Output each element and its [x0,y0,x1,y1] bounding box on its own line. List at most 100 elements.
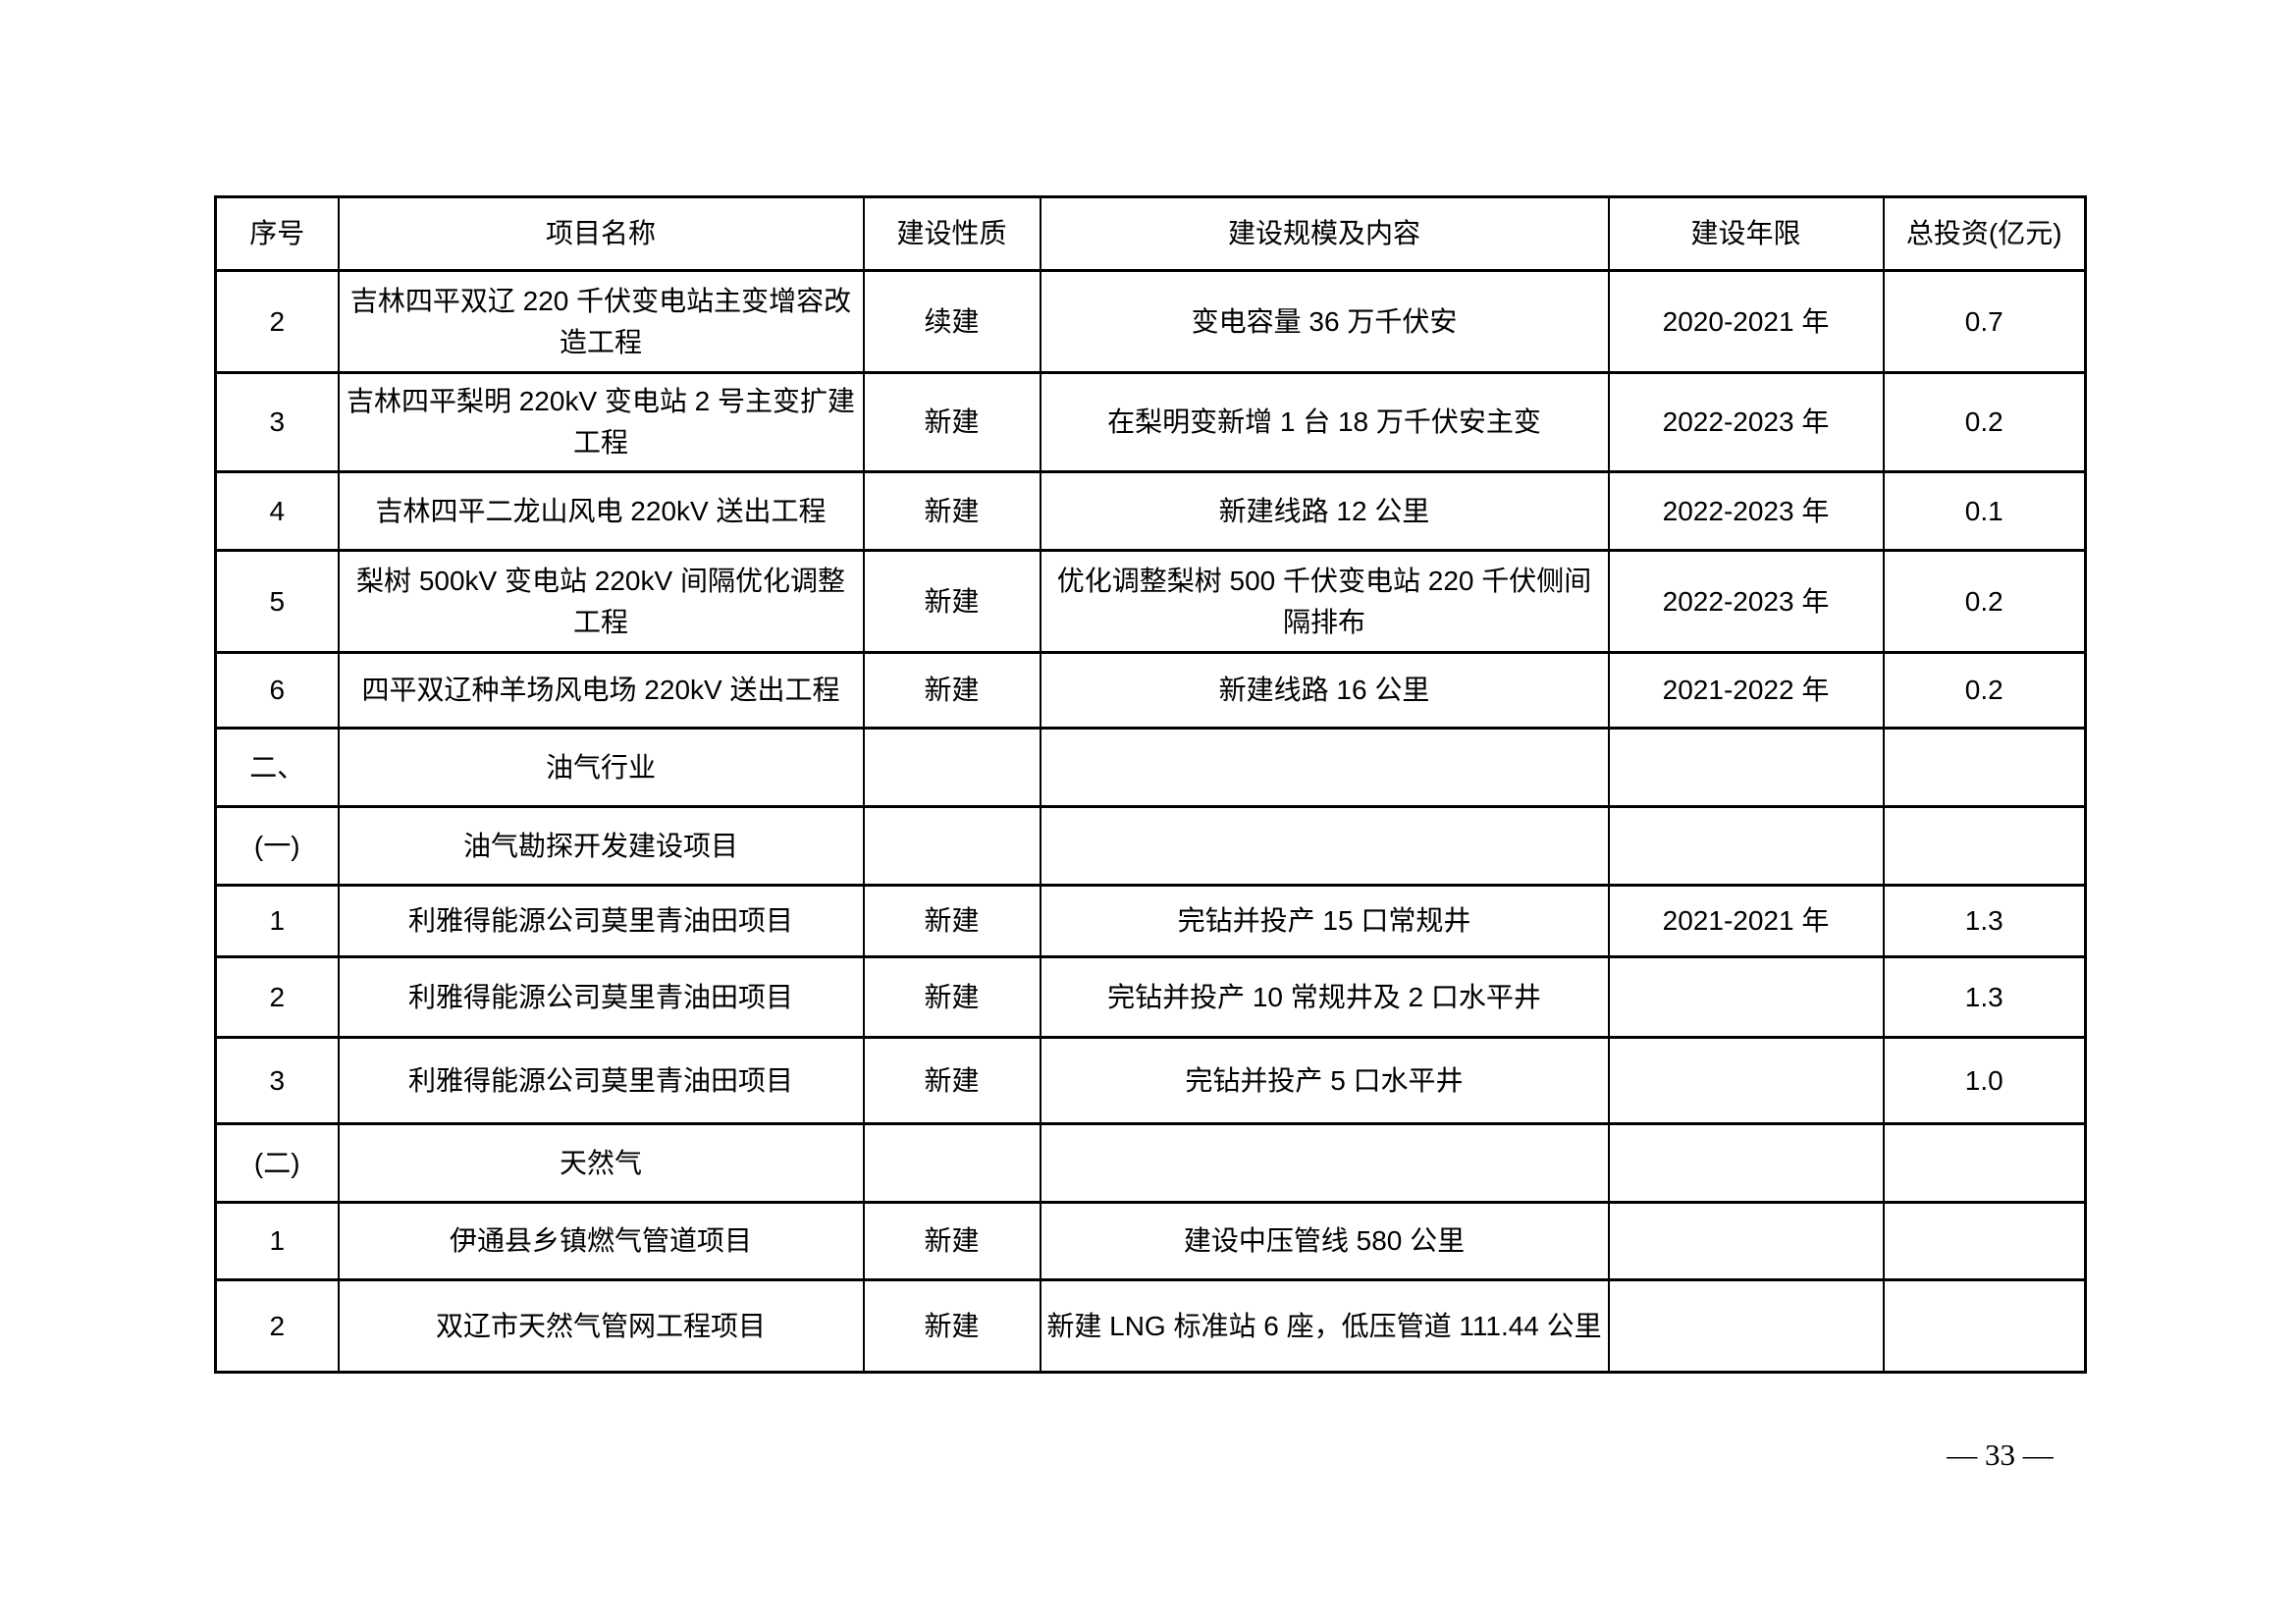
cell-project-name: 伊通县乡镇燃气管道项目 [337,1201,865,1281]
cell-seq: 4 [214,470,340,552]
table-row: 4 吉林四平二龙山风电 220kV 送出工程 新建 新建线路 12 公里 202… [214,470,2087,552]
cell-project-name: 利雅得能源公司莫里青油田项目 [337,955,865,1039]
table-header-row: 序号 项目名称 建设性质 建设规模及内容 建设年限 总投资(亿元) [214,195,2087,272]
cell-project-name: 四平双辽种羊场风电场 220kV 送出工程 [337,651,865,730]
cell-investment: 0.2 [1882,371,2087,473]
cell-scale-content: 新建线路 12 公里 [1039,470,1610,552]
cell-scale-content: 新建线路 16 公里 [1039,651,1610,730]
cell-investment: 1.3 [1882,884,2087,958]
cell-scale-content: 在梨明变新增 1 台 18 万千伏安主变 [1039,371,1610,473]
cell-project-name: 利雅得能源公司莫里青油田项目 [337,884,865,958]
cell-build-years [1607,1278,1885,1374]
cell-project-name: 梨树 500kV 变电站 220kV 间隔优化调整工程 [337,549,865,654]
cell-build-years: 2022-2023 年 [1607,549,1885,654]
cell-project-name: 吉林四平梨明 220kV 变电站 2 号主变扩建工程 [337,371,865,473]
cell-build-nature [862,1122,1041,1204]
cell-build-nature: 新建 [862,1036,1041,1125]
cell-build-nature: 新建 [862,371,1041,473]
cell-build-years [1607,955,1885,1039]
cell-investment [1882,1122,2087,1204]
cell-project-name: 双辽市天然气管网工程项目 [337,1278,865,1374]
cell-seq: 3 [214,1036,340,1125]
cell-build-years: 2020-2021 年 [1607,269,1885,374]
cell-build-nature: 新建 [862,549,1041,654]
table-row: 1 利雅得能源公司莫里青油田项目 新建 完钻并投产 15 口常规井 2021-2… [214,884,2087,958]
header-build-nature: 建设性质 [862,195,1041,272]
cell-scale-content: 变电容量 36 万千伏安 [1039,269,1610,374]
table-row: 2 利雅得能源公司莫里青油田项目 新建 完钻并投产 10 常规井及 2 口水平井… [214,955,2087,1039]
cell-seq: 2 [214,269,340,374]
table-row: 3 吉林四平梨明 220kV 变电站 2 号主变扩建工程 新建 在梨明变新增 1… [214,371,2087,473]
cell-investment [1882,727,2087,808]
cell-seq: 二、 [214,727,340,808]
cell-build-years [1607,1036,1885,1125]
cell-scale-content: 新建 LNG 标准站 6 座，低压管道 111.44 公里 [1039,1278,1610,1374]
cell-build-years [1607,805,1885,887]
cell-investment: 0.2 [1882,549,2087,654]
header-scale-content: 建设规模及内容 [1039,195,1610,272]
cell-build-nature: 新建 [862,651,1041,730]
cell-build-nature: 新建 [862,955,1041,1039]
cell-project-name: 利雅得能源公司莫里青油田项目 [337,1036,865,1125]
cell-seq: 1 [214,1201,340,1281]
cell-build-nature: 新建 [862,884,1041,958]
cell-seq: 5 [214,549,340,654]
projects-table: 序号 项目名称 建设性质 建设规模及内容 建设年限 总投资(亿元) 2 吉林四平… [214,195,2087,1374]
cell-project-name: 吉林四平双辽 220 千伏变电站主变增容改造工程 [337,269,865,374]
table-row: 2 双辽市天然气管网工程项目 新建 新建 LNG 标准站 6 座，低压管道 11… [214,1278,2087,1374]
header-build-years: 建设年限 [1607,195,1885,272]
table-row: 5 梨树 500kV 变电站 220kV 间隔优化调整工程 新建 优化调整梨树 … [214,549,2087,654]
cell-seq: 3 [214,371,340,473]
cell-seq: (一) [214,805,340,887]
cell-investment: 1.0 [1882,1036,2087,1125]
cell-investment [1882,805,2087,887]
cell-investment [1882,1278,2087,1374]
page-number: — 33 — [1947,1437,2054,1472]
header-investment: 总投资(亿元) [1882,195,2087,272]
cell-project-name: 吉林四平二龙山风电 220kV 送出工程 [337,470,865,552]
table-row-section: (二) 天然气 [214,1122,2087,1204]
cell-scale-content: 优化调整梨树 500 千伏变电站 220 千伏侧间隔排布 [1039,549,1610,654]
cell-build-years: 2021-2022 年 [1607,651,1885,730]
cell-scale-content: 建设中压管线 580 公里 [1039,1201,1610,1281]
cell-seq: (二) [214,1122,340,1204]
cell-build-nature [862,727,1041,808]
cell-scale-content: 完钻并投产 10 常规井及 2 口水平井 [1039,955,1610,1039]
cell-investment [1882,1201,2087,1281]
header-project-name: 项目名称 [337,195,865,272]
cell-seq: 6 [214,651,340,730]
cell-build-years [1607,1201,1885,1281]
cell-investment: 0.2 [1882,651,2087,730]
table-row: 1 伊通县乡镇燃气管道项目 新建 建设中压管线 580 公里 [214,1201,2087,1281]
header-seq: 序号 [214,195,340,272]
table-row-section: (一) 油气勘探开发建设项目 [214,805,2087,887]
cell-seq: 1 [214,884,340,958]
table-row: 6 四平双辽种羊场风电场 220kV 送出工程 新建 新建线路 16 公里 20… [214,651,2087,730]
cell-scale-content [1039,805,1610,887]
cell-build-nature: 续建 [862,269,1041,374]
cell-scale-content: 完钻并投产 5 口水平井 [1039,1036,1610,1125]
cell-scale-content [1039,1122,1610,1204]
cell-project-name: 油气行业 [337,727,865,808]
cell-seq: 2 [214,955,340,1039]
cell-project-name: 油气勘探开发建设项目 [337,805,865,887]
cell-investment: 0.1 [1882,470,2087,552]
cell-investment: 0.7 [1882,269,2087,374]
cell-build-years: 2022-2023 年 [1607,470,1885,552]
cell-scale-content [1039,727,1610,808]
cell-build-nature [862,805,1041,887]
cell-seq: 2 [214,1278,340,1374]
cell-build-years: 2022-2023 年 [1607,371,1885,473]
table-row: 2 吉林四平双辽 220 千伏变电站主变增容改造工程 续建 变电容量 36 万千… [214,269,2087,374]
cell-build-years [1607,1122,1885,1204]
cell-scale-content: 完钻并投产 15 口常规井 [1039,884,1610,958]
cell-build-nature: 新建 [862,1278,1041,1374]
cell-project-name: 天然气 [337,1122,865,1204]
cell-build-nature: 新建 [862,470,1041,552]
table-row-section: 二、 油气行业 [214,727,2087,808]
cell-build-years [1607,727,1885,808]
cell-build-years: 2021-2021 年 [1607,884,1885,958]
cell-investment: 1.3 [1882,955,2087,1039]
cell-build-nature: 新建 [862,1201,1041,1281]
